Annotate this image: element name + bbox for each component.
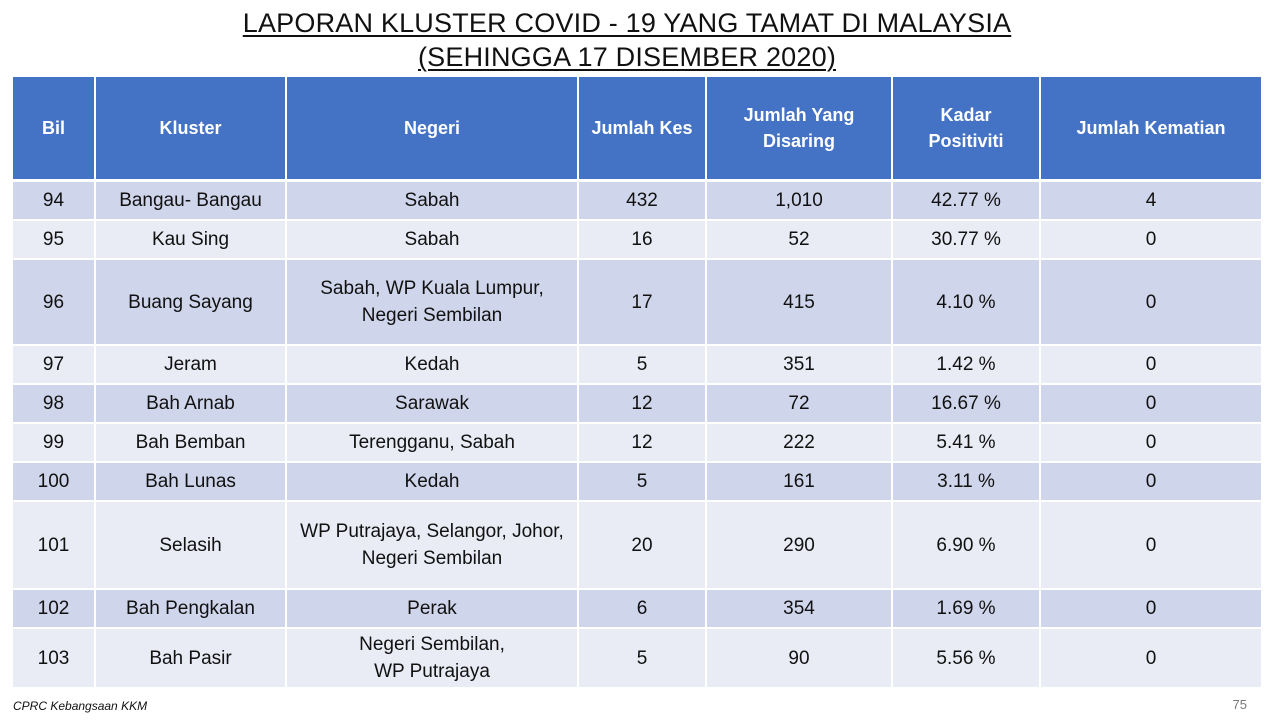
- cell-disaring: 72: [706, 384, 893, 424]
- cell-positiviti: 16.67 %: [892, 384, 1041, 424]
- cell-bil: 97: [13, 345, 96, 385]
- cell-kluster: Bah Pengkalan: [95, 589, 287, 629]
- header-bil: Bil: [13, 77, 96, 182]
- cell-kluster: Selasih: [95, 501, 287, 590]
- cell-disaring: 52: [706, 220, 893, 260]
- cell-kes: 17: [578, 259, 707, 346]
- cell-negeri: Negeri Sembilan, WP Putrajaya: [286, 628, 579, 689]
- page-number: 75: [1232, 697, 1247, 712]
- cell-kematian: 0: [1040, 220, 1261, 260]
- cell-positiviti: 1.69 %: [892, 589, 1041, 629]
- cell-positiviti: 5.56 %: [892, 628, 1041, 689]
- title-line-2: (SEHINGGA 17 DISEMBER 2020): [417, 42, 837, 72]
- cell-kluster: Bah Arnab: [95, 384, 287, 424]
- cell-kematian: 0: [1040, 259, 1261, 346]
- cell-disaring: 415: [706, 259, 893, 346]
- cell-kes: 5: [578, 628, 707, 689]
- cell-negeri: Kedah: [286, 345, 579, 385]
- cell-bil: 100: [13, 462, 96, 502]
- cell-kematian: 0: [1040, 345, 1261, 385]
- cell-bil: 102: [13, 589, 96, 629]
- cell-bil: 95: [13, 220, 96, 260]
- cell-negeri: Sabah: [286, 220, 579, 260]
- cell-kluster: Bah Lunas: [95, 462, 287, 502]
- cell-kematian: 0: [1040, 628, 1261, 689]
- header-kadar-positiviti: Kadar Positiviti: [892, 77, 1041, 182]
- cell-negeri: Sarawak: [286, 384, 579, 424]
- table-row: 101 Selasih WP Putrajaya, Selangor, Joho…: [13, 501, 1261, 590]
- cell-kematian: 0: [1040, 384, 1261, 424]
- table-row: 102 Bah Pengkalan Perak 6 354 1.69 % 0: [13, 589, 1261, 629]
- cell-negeri: Sabah: [286, 180, 579, 221]
- cell-bil: 98: [13, 384, 96, 424]
- cell-negeri: Terengganu, Sabah: [286, 423, 579, 463]
- cell-disaring: 290: [706, 501, 893, 590]
- cell-positiviti: 30.77 %: [892, 220, 1041, 260]
- table-row: 98 Bah Arnab Sarawak 12 72 16.67 % 0: [13, 384, 1261, 424]
- cell-negeri: WP Putrajaya, Selangor, Johor, Negeri Se…: [286, 501, 579, 590]
- cell-positiviti: 1.42 %: [892, 345, 1041, 385]
- cell-bil: 99: [13, 423, 96, 463]
- page-title: LAPORAN KLUSTER COVID - 19 YANG TAMAT DI…: [0, 6, 1254, 74]
- cell-disaring: 351: [706, 345, 893, 385]
- cell-negeri: Perak: [286, 589, 579, 629]
- cell-bil: 103: [13, 628, 96, 689]
- table-row: 95 Kau Sing Sabah 16 52 30.77 % 0: [13, 220, 1261, 260]
- cell-kluster: Jeram: [95, 345, 287, 385]
- cell-kluster: Kau Sing: [95, 220, 287, 260]
- cell-negeri: Sabah, WP Kuala Lumpur, Negeri Sembilan: [286, 259, 579, 346]
- cell-disaring: 90: [706, 628, 893, 689]
- cell-kematian: 0: [1040, 501, 1261, 590]
- header-jumlah-disaring: Jumlah Yang Disaring: [706, 77, 893, 182]
- cell-bil: 101: [13, 501, 96, 590]
- header-jumlah-kes: Jumlah Kes: [578, 77, 707, 182]
- cell-kematian: 0: [1040, 423, 1261, 463]
- table-row: 97 Jeram Kedah 5 351 1.42 % 0: [13, 345, 1261, 385]
- cell-disaring: 1,010: [706, 180, 893, 221]
- cell-kes: 5: [578, 462, 707, 502]
- cell-kematian: 4: [1040, 180, 1261, 221]
- cell-bil: 94: [13, 180, 96, 221]
- table-header-row: Bil Kluster Negeri Jumlah Kes Jumlah Yan…: [13, 77, 1261, 182]
- footer-source: CPRC Kebangsaan KKM: [13, 699, 148, 713]
- header-jumlah-kematian: Jumlah Kematian: [1040, 77, 1261, 182]
- cell-disaring: 222: [706, 423, 893, 463]
- table-row: 96 Buang Sayang Sabah, WP Kuala Lumpur, …: [13, 259, 1261, 346]
- cell-disaring: 354: [706, 589, 893, 629]
- cell-kes: 12: [578, 423, 707, 463]
- table-row: 103 Bah Pasir Negeri Sembilan, WP Putraj…: [13, 628, 1261, 689]
- table-row: 100 Bah Lunas Kedah 5 161 3.11 % 0: [13, 462, 1261, 502]
- cell-negeri: Kedah: [286, 462, 579, 502]
- cell-positiviti: 4.10 %: [892, 259, 1041, 346]
- cell-positiviti: 5.41 %: [892, 423, 1041, 463]
- header-negeri: Negeri: [286, 77, 579, 182]
- cell-kes: 6: [578, 589, 707, 629]
- cell-kes: 20: [578, 501, 707, 590]
- cell-kematian: 0: [1040, 589, 1261, 629]
- cell-kes: 5: [578, 345, 707, 385]
- header-kluster: Kluster: [95, 77, 287, 182]
- cell-positiviti: 6.90 %: [892, 501, 1041, 590]
- cell-positiviti: 42.77 %: [892, 180, 1041, 221]
- cell-kematian: 0: [1040, 462, 1261, 502]
- cell-positiviti: 3.11 %: [892, 462, 1041, 502]
- cell-kluster: Bangau- Bangau: [95, 180, 287, 221]
- table-row: 94 Bangau- Bangau Sabah 432 1,010 42.77 …: [13, 180, 1261, 221]
- cluster-table: Bil Kluster Negeri Jumlah Kes Jumlah Yan…: [13, 77, 1261, 689]
- cell-kluster: Buang Sayang: [95, 259, 287, 346]
- cell-kes: 12: [578, 384, 707, 424]
- cell-disaring: 161: [706, 462, 893, 502]
- cell-bil: 96: [13, 259, 96, 346]
- cell-kluster: Bah Bemban: [95, 423, 287, 463]
- title-line-1: LAPORAN KLUSTER COVID - 19 YANG TAMAT DI…: [242, 8, 1012, 38]
- cell-kes: 16: [578, 220, 707, 260]
- cell-kes: 432: [578, 180, 707, 221]
- table-row: 99 Bah Bemban Terengganu, Sabah 12 222 5…: [13, 423, 1261, 463]
- cell-kluster: Bah Pasir: [95, 628, 287, 689]
